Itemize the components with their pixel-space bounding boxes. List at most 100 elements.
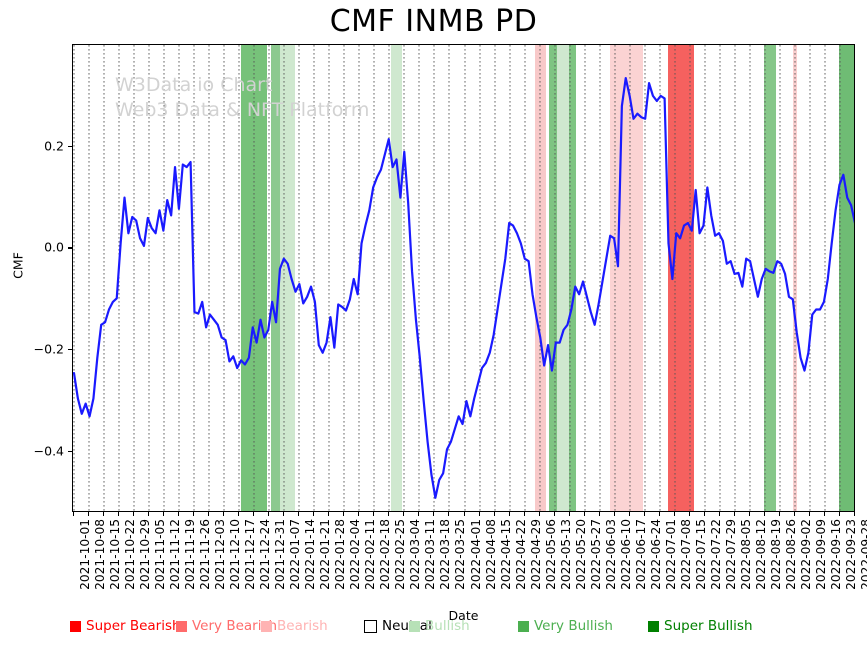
x-axis-tick: [163, 512, 165, 516]
x-axis-tick: [133, 512, 135, 516]
x-axis-label: Date: [448, 608, 479, 623]
x-axis-tick-label: 2021-11-19: [183, 519, 197, 590]
legend-item[interactable]: Bullish: [409, 618, 470, 634]
x-axis-tick: [764, 512, 766, 516]
x-axis-tick: [659, 512, 661, 516]
signal-band: [390, 45, 402, 511]
legend-item[interactable]: Super Bullish: [648, 618, 753, 634]
x-axis-tick-label: 2022-05-06: [544, 519, 558, 590]
y-axis-tick-label: −0.4: [33, 443, 64, 459]
y-axis-tick-label: 0.0: [44, 239, 64, 255]
x-axis-tick-label: 2022-08-05: [739, 519, 753, 590]
plot-area: W3Data.io Chart Web3 Data & NFT Platform: [72, 44, 855, 512]
x-axis-tick: [388, 512, 390, 516]
x-axis-tick-label: 2022-05-13: [559, 519, 573, 590]
x-axis-tick-label: 2022-04-15: [499, 519, 513, 590]
x-axis-tick: [238, 512, 240, 516]
x-axis-tick: [824, 512, 826, 516]
x-axis-tick: [148, 512, 150, 516]
signal-band: [838, 45, 854, 511]
legend-item-label: Very Bullish: [534, 618, 613, 634]
x-axis-tick-label: 2022-03-11: [423, 519, 437, 590]
x-axis-tick: [674, 512, 676, 516]
x-axis-tick-label: 2021-10-15: [108, 519, 122, 590]
legend-item[interactable]: Very Bullish: [518, 618, 613, 634]
x-axis-tick-label: 2021-12-24: [258, 519, 272, 590]
x-axis-tick: [614, 512, 616, 516]
x-axis-tick: [854, 512, 856, 516]
x-axis-tick: [569, 512, 571, 516]
signal-band: [568, 45, 576, 511]
y-axis-tick: [68, 349, 72, 351]
legend-item-label: Very Bearish: [192, 618, 278, 634]
signal-band: [534, 45, 547, 511]
x-axis-tick-label: 2022-03-04: [408, 519, 422, 590]
legend-item[interactable]: Bearish: [261, 618, 328, 634]
x-axis-tick-label: 2022-01-21: [318, 519, 332, 590]
x-axis-tick: [749, 512, 751, 516]
x-axis-tick-label: 2022-09-02: [799, 519, 813, 590]
legend: Super Bearish Very Bearish Bearish Neutral B…: [0, 618, 867, 642]
y-axis-tick: [68, 450, 72, 453]
x-axis-tick: [403, 512, 405, 516]
x-axis-tick-label: 2022-02-18: [378, 519, 392, 590]
signal-band: [610, 45, 643, 511]
signal-band: [271, 45, 280, 511]
x-axis-tick-label: 2021-12-10: [228, 519, 242, 590]
x-axis-tick-label: 2022-05-20: [574, 519, 588, 590]
legend-swatch-icon: [518, 620, 529, 632]
x-axis-tick: [719, 512, 721, 516]
x-axis-tick: [328, 512, 330, 516]
x-axis-tick-label: 2021-12-17: [243, 519, 257, 590]
x-axis-tick: [539, 512, 541, 516]
x-axis-tick: [584, 512, 586, 516]
x-axis-tick: [494, 512, 496, 516]
legend-item-label: Super Bearish: [86, 618, 181, 634]
x-axis-tick-label: 2022-09-09: [814, 519, 828, 590]
legend-swatch-icon: [409, 620, 420, 632]
x-axis-tick: [524, 512, 526, 516]
x-axis-tick-label: 2022-01-28: [333, 519, 347, 590]
legend-item-label: Bearish: [277, 618, 328, 634]
x-axis-tick-label: 2022-02-11: [363, 519, 377, 590]
x-axis-tick: [73, 512, 75, 516]
x-axis-tick-label: 2021-10-29: [138, 519, 152, 590]
legend-swatch-icon: [648, 620, 659, 632]
x-axis-tick-label: 2022-09-23: [844, 519, 858, 590]
x-axis-tick-label: 2022-05-27: [589, 519, 603, 590]
x-axis-tick-label: 2021-11-12: [168, 519, 182, 590]
x-axis-tick-label: 2022-01-14: [303, 519, 317, 590]
x-axis-tick-label: 2022-09-16: [829, 519, 843, 590]
signal-band: [763, 45, 777, 511]
legend-swatch-icon: [364, 619, 377, 633]
x-axis-tick: [283, 512, 285, 516]
x-axis-tick: [208, 512, 210, 516]
cmf-line-series: [73, 76, 854, 499]
x-axis-tick-label: 2022-09-28: [859, 519, 867, 590]
x-axis-tick: [599, 512, 601, 516]
x-axis-tick-label: 2022-03-18: [438, 519, 452, 590]
y-axis-tick: [68, 247, 72, 249]
x-axis-tick: [433, 512, 435, 516]
legend-item[interactable]: Super Bearish: [70, 618, 181, 634]
x-axis-tick: [509, 512, 511, 516]
x-axis-tick-label: 2022-07-29: [724, 519, 738, 590]
x-axis-tick-label: 2022-04-01: [469, 519, 483, 590]
x-axis-tick-label: 2022-02-04: [348, 519, 362, 590]
x-axis-tick: [464, 512, 466, 516]
x-axis-tick: [644, 512, 646, 516]
y-axis-tick-label: −0.2: [33, 341, 64, 357]
x-axis-tick-label: 2021-12-31: [273, 519, 287, 590]
x-axis-tick: [253, 512, 255, 516]
x-axis-tick-label: 2022-07-15: [694, 519, 708, 590]
x-axis-tick-label: 2021-10-01: [78, 519, 92, 590]
legend-item[interactable]: Very Bearish: [176, 618, 277, 634]
legend-swatch-icon: [70, 620, 81, 632]
signal-band: [279, 45, 295, 511]
x-axis-tick-label: 2022-02-25: [393, 519, 407, 590]
x-axis-tick: [223, 512, 225, 516]
x-axis-tick-label: 2021-11-05: [153, 519, 167, 590]
legend-swatch-icon: [261, 620, 272, 632]
x-axis-tick-label: 2022-08-12: [754, 519, 768, 590]
